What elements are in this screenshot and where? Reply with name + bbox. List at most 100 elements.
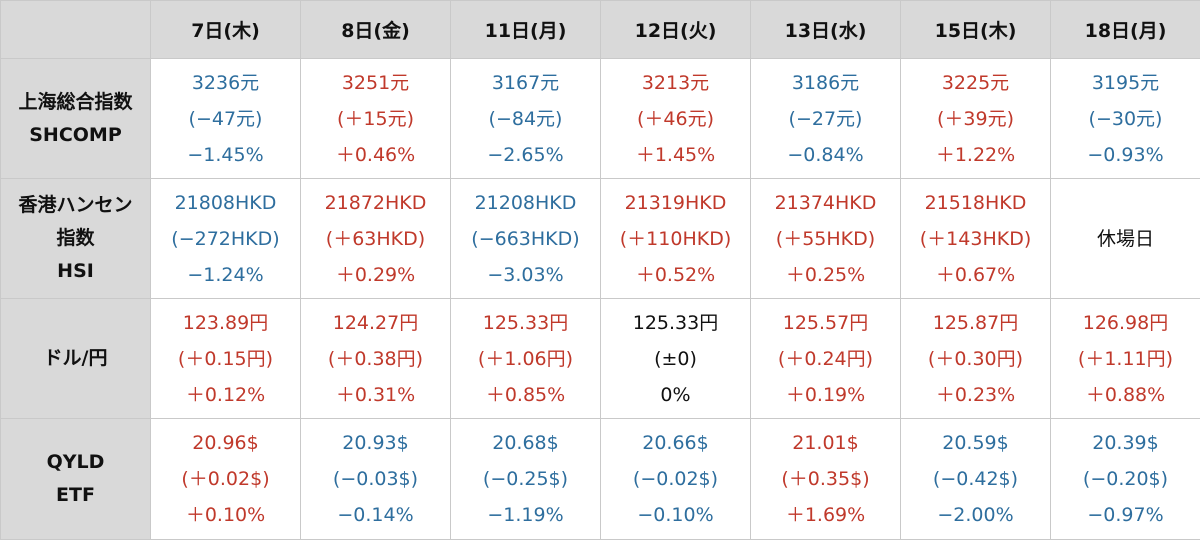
date-header: 7日(木) xyxy=(151,1,301,59)
percent-change: ＋1.69% xyxy=(751,497,900,533)
price-value: 20.39$ xyxy=(1051,425,1200,461)
percent-change: ＋1.45% xyxy=(601,137,750,173)
price-change: (＋0.24円) xyxy=(751,341,900,377)
row-label: ドル/円 xyxy=(1,299,151,419)
price-value: 20.93$ xyxy=(301,425,450,461)
date-header: 11日(月) xyxy=(451,1,601,59)
price-value: 20.66$ xyxy=(601,425,750,461)
date-header: 12日(火) xyxy=(601,1,751,59)
percent-change: ＋0.67% xyxy=(901,257,1050,293)
price-value: 124.27円 xyxy=(301,305,450,341)
row-label-line: ドル/円 xyxy=(1,342,150,375)
price-value: 3167元 xyxy=(451,65,600,101)
price-cell: 21518HKD(＋143HKD)＋0.67% xyxy=(901,179,1051,299)
percent-change: −0.14% xyxy=(301,497,450,533)
percent-change: −2.65% xyxy=(451,137,600,173)
price-change: (−0.25$) xyxy=(451,461,600,497)
date-header: 18日(月) xyxy=(1051,1,1200,59)
row-label-line: QYLD xyxy=(1,446,150,479)
price-value: 21319HKD xyxy=(601,185,750,221)
price-change: (＋39元) xyxy=(901,101,1050,137)
price-cell: 21808HKD(−272HKD)−1.24% xyxy=(151,179,301,299)
row-label-line: HSI xyxy=(1,255,150,288)
percent-change: −1.24% xyxy=(151,257,300,293)
percent-change: ＋0.23% xyxy=(901,377,1050,413)
price-value: 3236元 xyxy=(151,65,300,101)
price-value: 21518HKD xyxy=(901,185,1050,221)
price-value: 21808HKD xyxy=(151,185,300,221)
price-change: (−27元) xyxy=(751,101,900,137)
price-change: (±0) xyxy=(601,341,750,377)
price-value: 21374HKD xyxy=(751,185,900,221)
price-cell: 21319HKD(＋110HKD)＋0.52% xyxy=(601,179,751,299)
percent-change: ＋0.52% xyxy=(601,257,750,293)
price-change: (＋15元) xyxy=(301,101,450,137)
price-change: (＋0.35$) xyxy=(751,461,900,497)
percent-change: −2.00% xyxy=(901,497,1050,533)
price-cell: 21374HKD(＋55HKD)＋0.25% xyxy=(751,179,901,299)
price-value: 20.68$ xyxy=(451,425,600,461)
percent-change: −0.84% xyxy=(751,137,900,173)
price-value: 21872HKD xyxy=(301,185,450,221)
price-cell: 21.01$(＋0.35$)＋1.69% xyxy=(751,419,901,540)
percent-change: −3.03% xyxy=(451,257,600,293)
price-value: 3195元 xyxy=(1051,65,1200,101)
price-change: (＋110HKD) xyxy=(601,221,750,257)
closed-label: 休場日 xyxy=(1051,221,1200,257)
price-value: 20.59$ xyxy=(901,425,1050,461)
price-cell: 125.87円(＋0.30円)＋0.23% xyxy=(901,299,1051,419)
price-cell: 3186元(−27元)−0.84% xyxy=(751,59,901,179)
percent-change: ＋0.10% xyxy=(151,497,300,533)
date-header: 8日(金) xyxy=(301,1,451,59)
price-value: 125.33円 xyxy=(601,305,750,341)
percent-change: 0% xyxy=(601,377,750,413)
percent-change: −0.97% xyxy=(1051,497,1200,533)
price-cell: 21872HKD(＋63HKD)＋0.29% xyxy=(301,179,451,299)
price-cell: 123.89円(＋0.15円)＋0.12% xyxy=(151,299,301,419)
price-value: 3213元 xyxy=(601,65,750,101)
row-label-line: 上海総合指数 xyxy=(1,86,150,119)
price-change: (−0.42$) xyxy=(901,461,1050,497)
price-value: 3225元 xyxy=(901,65,1050,101)
price-change: (＋0.15円) xyxy=(151,341,300,377)
date-header: 13日(水) xyxy=(751,1,901,59)
price-change: (−84元) xyxy=(451,101,600,137)
price-change: (＋0.38円) xyxy=(301,341,450,377)
price-change: (＋1.11円) xyxy=(1051,341,1200,377)
price-value: 21208HKD xyxy=(451,185,600,221)
percent-change: ＋0.25% xyxy=(751,257,900,293)
row-label-line: ETF xyxy=(1,479,150,512)
price-cell: 125.33円(±0)0% xyxy=(601,299,751,419)
percent-change: ＋1.22% xyxy=(901,137,1050,173)
percent-change: ＋0.88% xyxy=(1051,377,1200,413)
price-cell: 3236元(−47元)−1.45% xyxy=(151,59,301,179)
price-value: 3186元 xyxy=(751,65,900,101)
price-change: (−47元) xyxy=(151,101,300,137)
row-label-line: 香港ハンセン xyxy=(1,189,150,222)
percent-change: ＋0.29% xyxy=(301,257,450,293)
price-value: 125.87円 xyxy=(901,305,1050,341)
price-change: (＋1.06円) xyxy=(451,341,600,377)
price-change: (＋46元) xyxy=(601,101,750,137)
price-change: (＋143HKD) xyxy=(901,221,1050,257)
price-change: (−0.02$) xyxy=(601,461,750,497)
price-change: (＋0.30円) xyxy=(901,341,1050,377)
price-value: 3251元 xyxy=(301,65,450,101)
price-cell: 125.33円(＋1.06円)＋0.85% xyxy=(451,299,601,419)
percent-change: ＋0.19% xyxy=(751,377,900,413)
price-change: (＋63HKD) xyxy=(301,221,450,257)
price-cell: 3195元(−30元)−0.93% xyxy=(1051,59,1200,179)
percent-change: ＋0.85% xyxy=(451,377,600,413)
price-change: (−272HKD) xyxy=(151,221,300,257)
percent-change: ＋0.46% xyxy=(301,137,450,173)
price-change: (−663HKD) xyxy=(451,221,600,257)
row-label-line: SHCOMP xyxy=(1,119,150,152)
price-change: (＋55HKD) xyxy=(751,221,900,257)
price-cell: 20.59$(−0.42$)−2.00% xyxy=(901,419,1051,540)
price-value: 21.01$ xyxy=(751,425,900,461)
date-header: 15日(木) xyxy=(901,1,1051,59)
